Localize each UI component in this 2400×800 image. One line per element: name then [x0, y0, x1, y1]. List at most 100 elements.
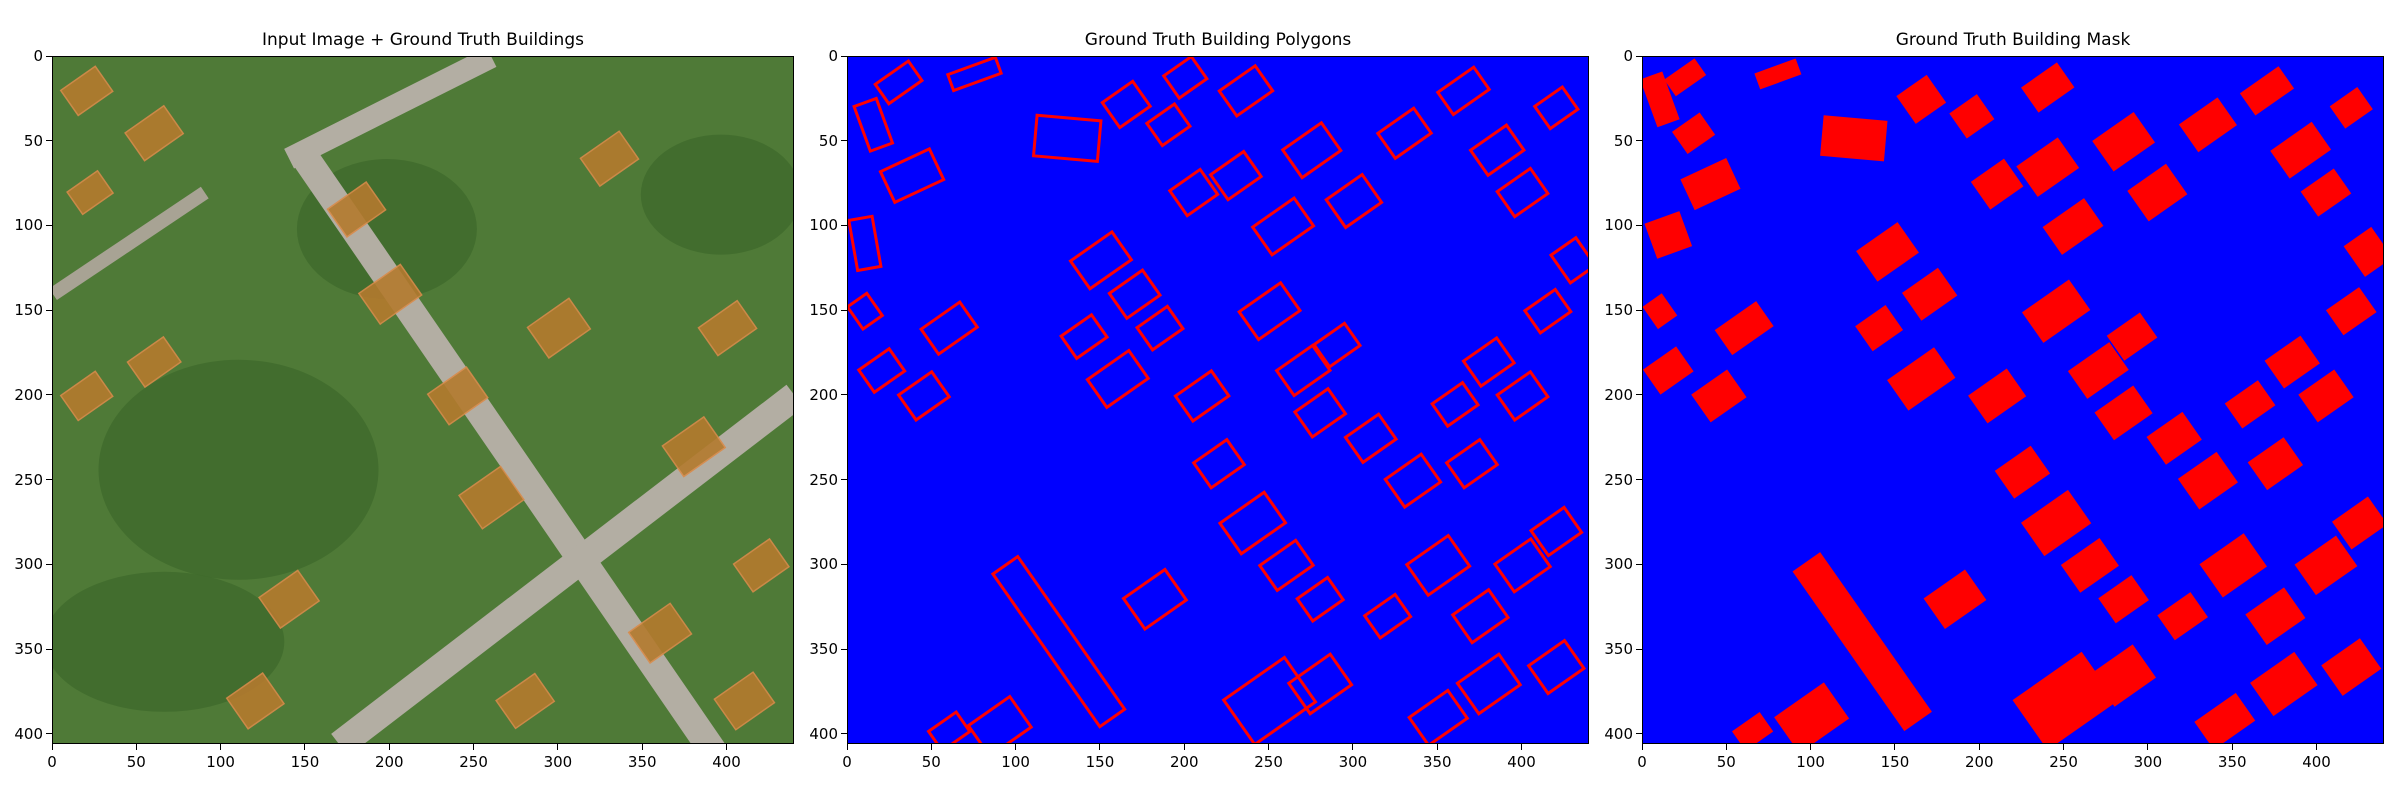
x-tick-label: 100: [1796, 753, 1825, 771]
building-roof: [59, 65, 114, 117]
y-tick-label: 200: [14, 385, 43, 404]
x-tick-label: 0: [1637, 753, 1647, 771]
y-tick-mark: [46, 733, 52, 735]
y-tick-label: 350: [14, 640, 43, 659]
building-mask-region: [2094, 385, 2153, 441]
building-polygon: [1237, 280, 1303, 342]
y-tick-mark: [1636, 140, 1642, 142]
building-mask-region: [2300, 168, 2352, 217]
building-mask-region: [2016, 137, 2080, 197]
road: [53, 186, 209, 301]
building-polygon: [1362, 592, 1413, 641]
building-mask-region: [2177, 451, 2238, 510]
y-tick-label: 300: [14, 555, 43, 574]
building-mask-region: [1714, 301, 1774, 356]
building-roof: [357, 263, 423, 326]
y-tick-label: 300: [1604, 555, 1633, 574]
building-polygon: [1217, 490, 1288, 556]
x-tick-label: 400: [2302, 753, 2331, 771]
building-roof: [526, 297, 592, 359]
building-roof: [627, 602, 693, 664]
y-tick-mark: [46, 140, 52, 142]
x-tick-label: 400: [1507, 753, 1536, 771]
x-tick-mark: [2063, 744, 2065, 750]
x-tick-label: 350: [627, 753, 657, 771]
building-polygon: [1286, 652, 1354, 716]
y-tick-mark: [1636, 479, 1642, 481]
y-tick-mark: [841, 733, 847, 735]
building-mask-region: [1691, 369, 1747, 423]
building-polygon: [1455, 652, 1523, 716]
building-mask-region: [2250, 651, 2318, 717]
building-mask-region: [2247, 437, 2304, 491]
building-mask-region: [2194, 692, 2256, 743]
building-roof: [59, 370, 114, 422]
y-tick-mark: [841, 563, 847, 565]
plot-area: [53, 57, 793, 743]
road: [284, 57, 497, 169]
x-tick-label: 50: [921, 753, 941, 771]
building-polygon: [1121, 567, 1189, 632]
x-tick-label: 150: [290, 753, 320, 771]
building-mask-region: [2321, 638, 2382, 696]
building-polygon: [1444, 437, 1500, 490]
building-mask-region: [1643, 293, 1678, 330]
y-tick-label: 250: [1604, 470, 1633, 489]
building-mask-region: [1672, 112, 1716, 155]
y-tick-label: 400: [1604, 724, 1633, 743]
y-tick-label: 100: [1604, 216, 1633, 235]
y-tick-mark: [1636, 309, 1642, 311]
x-tick-mark: [557, 744, 559, 750]
x-tick-label: 250: [459, 753, 488, 771]
building-polygon: [1495, 369, 1550, 423]
building-polygon: [966, 694, 1034, 743]
building-roof: [732, 537, 790, 593]
building-polygon: [1532, 84, 1580, 131]
building-polygon: [1144, 101, 1193, 148]
building-mask-region: [2067, 342, 2129, 399]
building-polygon: [1085, 348, 1151, 410]
x-tick-mark: [930, 744, 932, 750]
x-tick-mark: [388, 744, 390, 750]
building-polygon: [1191, 437, 1247, 490]
building-mask-region: [2021, 279, 2091, 343]
y-tick-mark: [841, 224, 847, 226]
building-polygon: [848, 214, 883, 273]
building-polygon: [1031, 113, 1103, 164]
x-tick-label: 50: [1716, 753, 1736, 771]
building-mask-region: [1994, 445, 2051, 499]
building-polygon: [1107, 268, 1163, 321]
building-roof: [225, 672, 286, 730]
building-polygon: [1257, 538, 1316, 593]
y-tick-mark: [46, 648, 52, 650]
x-tick-label: 400: [712, 753, 741, 771]
building-polygon: [1548, 235, 1588, 286]
x-tick-label: 350: [2217, 753, 2247, 771]
y-tick-label: 200: [809, 385, 838, 404]
building-roof: [579, 130, 640, 188]
building-polygon: [1280, 120, 1343, 180]
x-tick-label: 300: [1338, 753, 1368, 771]
y-tick-mark: [841, 309, 847, 311]
building-polygon: [1528, 505, 1584, 558]
y-tick-label: 150: [809, 301, 838, 320]
building-polygon: [1407, 688, 1470, 743]
x-tick-mark: [2231, 744, 2233, 750]
x-tick-mark: [304, 744, 306, 750]
building-roof: [661, 415, 727, 478]
x-tick-label: 100: [1001, 753, 1030, 771]
x-tick-mark: [846, 744, 848, 750]
plot-area: [848, 57, 1588, 743]
building-roof: [713, 671, 776, 731]
building-polygon: [848, 291, 885, 332]
y-tick-mark: [1636, 563, 1642, 565]
building-mask-region: [1896, 74, 1947, 124]
building-polygon: [1522, 287, 1573, 336]
plot-area: [1643, 57, 2383, 743]
y-tick-mark: [46, 479, 52, 481]
y-tick-label: 250: [809, 470, 838, 489]
building-mask-region: [2091, 644, 2156, 707]
building-mask-region: [2060, 537, 2119, 593]
building-mask-region: [2042, 198, 2104, 255]
building-polygon: [1492, 536, 1553, 594]
